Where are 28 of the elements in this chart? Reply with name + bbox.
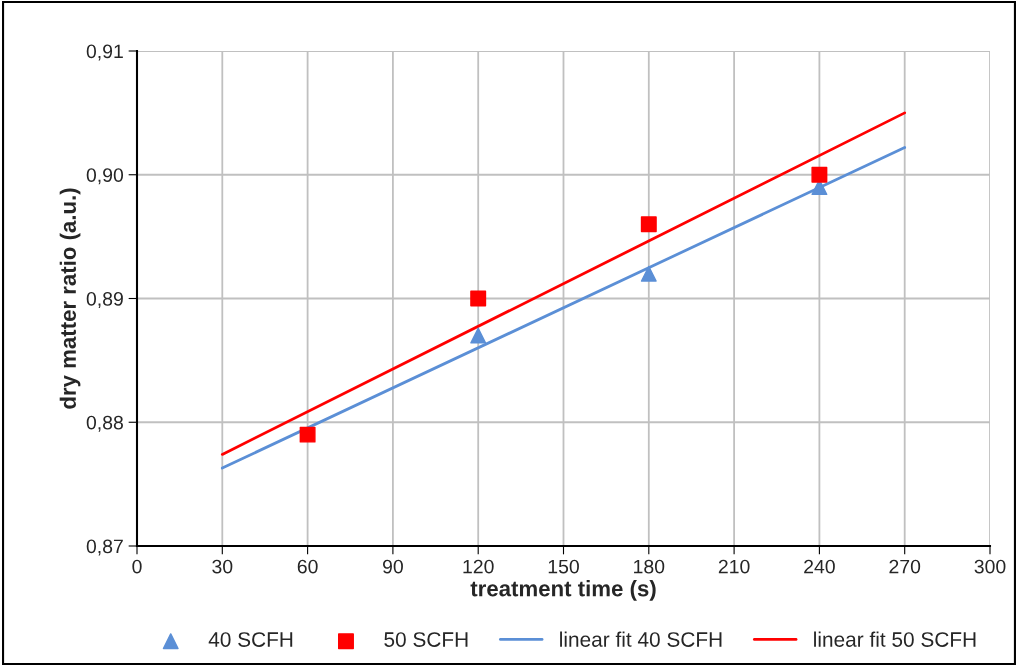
point (640, 265, 657, 282)
legend-label: 40 SCFH (208, 632, 293, 647)
x-tick-label: 270 (889, 559, 921, 574)
point (470, 327, 487, 344)
y-tick-label: 0,88 (86, 415, 123, 432)
y-tick-label: 0,87 (86, 539, 123, 556)
x-tick-label: 180 (634, 559, 665, 574)
point (811, 166, 828, 183)
x-tick-label: 60 (297, 559, 318, 574)
y-tick-label: 0,90 (86, 168, 124, 185)
legend-label: linear fit 40 SCFH (560, 631, 722, 647)
y-tick-label: 0,91 (86, 44, 123, 61)
y-tick-label: 0,89 (86, 291, 123, 309)
x-tick-label: 300 (974, 559, 1006, 574)
x-tick-label: 150 (548, 559, 579, 574)
x-axis-title: treatment time (s) (470, 580, 656, 601)
x-tick-label: 120 (463, 559, 494, 574)
point (299, 426, 316, 443)
y-axis-title: dry matter ratio (a.u.) (59, 188, 81, 409)
x-tick-label: 0 (132, 559, 142, 574)
legend-label: 50 SCFH (384, 632, 468, 647)
x-tick-label: 210 (718, 559, 750, 574)
point (640, 216, 657, 233)
x-tick-label: 240 (804, 559, 835, 574)
x-tick-label: 30 (212, 559, 233, 574)
point (470, 290, 487, 307)
x-tick-label: 90 (383, 559, 403, 574)
legend-label: linear fit 50 SCFH (814, 631, 976, 647)
